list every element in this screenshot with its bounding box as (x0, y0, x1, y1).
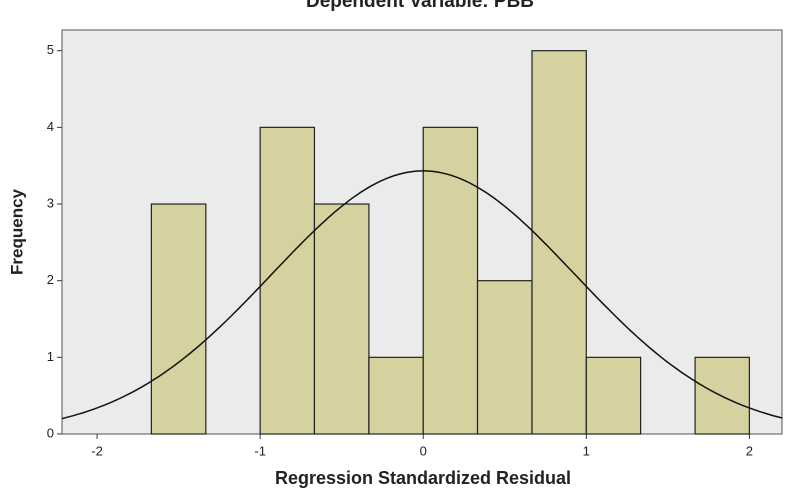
x-axis-label: Regression Standardized Residual (275, 468, 571, 488)
bar (150, 203, 207, 435)
y-tick-label: 0 (47, 425, 54, 440)
bar (585, 356, 642, 435)
normal-curve (61, 170, 783, 420)
y-tick-label: 4 (47, 119, 54, 134)
y-tick-label: 2 (47, 272, 54, 287)
x-tick-label: 2 (746, 443, 753, 458)
bar (313, 203, 370, 435)
x-tick-label: -2 (91, 443, 103, 458)
y-tick-label: 3 (47, 195, 54, 210)
chart-title: Dependent Variable: PBB (306, 0, 534, 12)
bar (476, 280, 533, 435)
y-tick-label: 1 (47, 349, 54, 364)
y-tick-label: 5 (47, 42, 54, 57)
x-tick-label: -1 (254, 443, 266, 458)
bar (422, 126, 479, 435)
x-tick-label: 0 (420, 443, 427, 458)
bar (531, 50, 587, 435)
y-axis-label: Frequency (7, 188, 26, 275)
bar (368, 356, 424, 435)
x-tick-label: 1 (583, 443, 590, 458)
bar (259, 126, 316, 435)
